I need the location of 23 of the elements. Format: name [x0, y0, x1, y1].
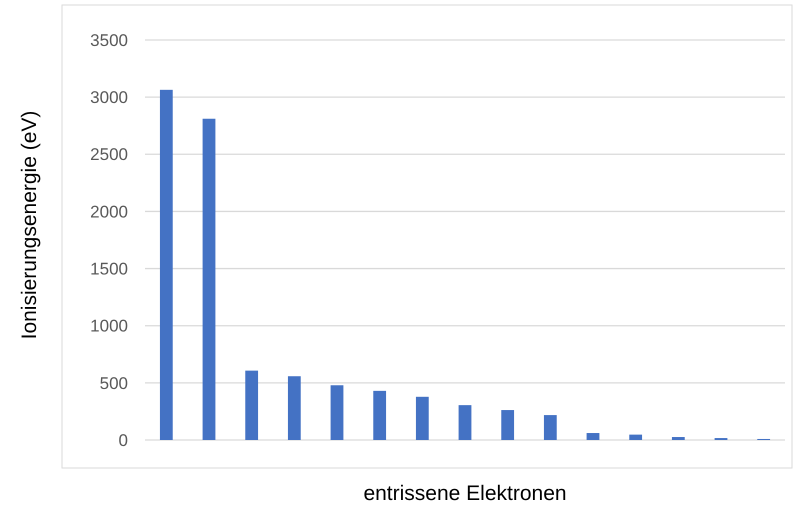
- bar: [160, 90, 173, 440]
- bar: [288, 376, 301, 440]
- bar: [373, 390, 386, 440]
- bar: [586, 433, 600, 440]
- y-tick-label: 3500: [90, 30, 128, 50]
- y-tick-label: 1500: [90, 260, 128, 279]
- bar: [330, 385, 344, 440]
- bar: [202, 118, 216, 440]
- y-axis-title: Ionisierungsenergie (eV): [18, 110, 41, 340]
- bar: [245, 370, 258, 440]
- bar: [544, 415, 557, 440]
- y-tick-label: 2000: [90, 202, 128, 222]
- bar: [629, 434, 642, 440]
- y-tick-label: 2500: [90, 145, 128, 164]
- bar: [501, 410, 514, 440]
- y-tick-label: 0: [118, 430, 128, 450]
- bar: [458, 405, 472, 440]
- x-axis-title: entrissene Elektronen: [363, 482, 567, 505]
- bar: [672, 437, 685, 440]
- y-tick-label: 500: [100, 374, 128, 393]
- y-tick-label: 1000: [90, 316, 128, 336]
- y-tick-label: 3000: [90, 88, 128, 108]
- bar: [416, 396, 429, 440]
